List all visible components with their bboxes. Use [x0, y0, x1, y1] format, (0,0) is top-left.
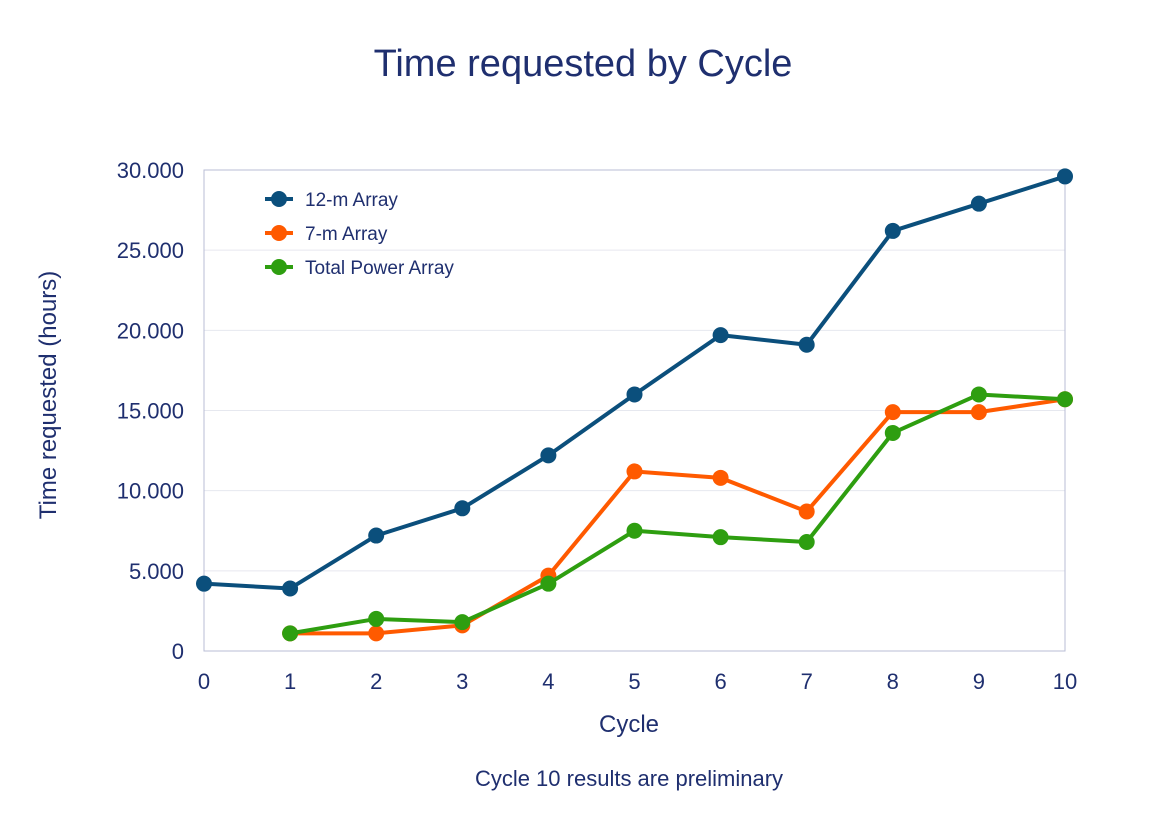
series-layer	[196, 168, 1073, 642]
data-point	[798, 503, 815, 520]
data-point	[626, 522, 643, 539]
series-1	[282, 391, 1073, 642]
y-tick-label: 30.000	[117, 158, 184, 183]
y-tick-label: 5.000	[129, 559, 184, 584]
legend-swatch-marker	[271, 191, 287, 207]
x-tick-label: 9	[973, 669, 985, 694]
legend-label: Total Power Array	[305, 258, 454, 279]
data-point	[970, 404, 987, 421]
legend-swatch-marker	[271, 225, 287, 241]
series-line-1	[290, 397, 1066, 636]
y-tick-label: 20.000	[117, 318, 184, 343]
data-point	[626, 463, 643, 480]
x-tick-label: 1	[284, 669, 296, 694]
y-tick-label: 25.000	[117, 238, 184, 263]
legend-swatch-marker	[271, 259, 287, 275]
x-tick-label: 10	[1053, 669, 1077, 694]
data-point	[282, 580, 299, 597]
legend-label: 12-m Array	[305, 190, 398, 211]
x-tick-label: 3	[456, 669, 468, 694]
legend-item-1: 7-m Array	[265, 224, 388, 245]
data-point	[712, 529, 729, 546]
data-point	[798, 336, 815, 353]
data-point	[884, 404, 901, 421]
data-point	[196, 575, 212, 592]
y-axis-label: Time requested (hours)	[35, 271, 62, 520]
data-point	[368, 610, 385, 627]
series-line-2	[289, 392, 1066, 636]
y-tick-label: 0	[172, 639, 184, 664]
legend: 12-m Array 7-m Array Total Power Array	[265, 190, 454, 279]
x-tick-label: 2	[370, 669, 382, 694]
data-point	[540, 447, 557, 464]
data-point	[368, 527, 385, 544]
data-point	[712, 469, 729, 486]
x-tick-label: 7	[801, 669, 813, 694]
x-tick-label: 6	[714, 669, 726, 694]
series-2	[282, 386, 1073, 642]
data-point	[712, 327, 729, 344]
plot-area-border	[203, 169, 1066, 652]
chart-title: Time requested by Cycle	[374, 43, 793, 85]
y-axis-ticks: 0 5.000 10.000 15.000 20.000 25.000 30.000	[117, 158, 184, 664]
x-tick-label: 5	[628, 669, 640, 694]
legend-label: 7-m Array	[305, 224, 388, 245]
data-point	[1057, 391, 1073, 408]
data-point	[970, 386, 987, 403]
data-point	[454, 500, 471, 517]
x-tick-label: 4	[542, 669, 554, 694]
legend-item-2: Total Power Array	[265, 258, 454, 279]
x-tick-label: 0	[198, 669, 210, 694]
data-point	[368, 625, 385, 642]
data-point	[626, 386, 643, 403]
y-tick-label: 10.000	[117, 479, 184, 504]
gridlines	[204, 249, 1065, 572]
x-axis-ticks: 0 1 2 3 4 5 6 7 8 9 10	[198, 669, 1077, 694]
footnote: Cycle 10 results are preliminary	[475, 766, 783, 791]
x-tick-label: 8	[887, 669, 899, 694]
data-point	[884, 424, 901, 441]
y-tick-label: 15.000	[117, 399, 184, 424]
data-point	[540, 575, 557, 592]
x-axis-label: Cycle	[599, 711, 659, 738]
data-point	[970, 195, 987, 212]
data-point	[884, 222, 901, 239]
data-point	[798, 533, 815, 550]
data-point	[282, 625, 299, 642]
series-0	[196, 168, 1073, 597]
data-point	[454, 614, 471, 631]
legend-item-0: 12-m Array	[265, 190, 398, 211]
data-point	[1057, 168, 1073, 185]
